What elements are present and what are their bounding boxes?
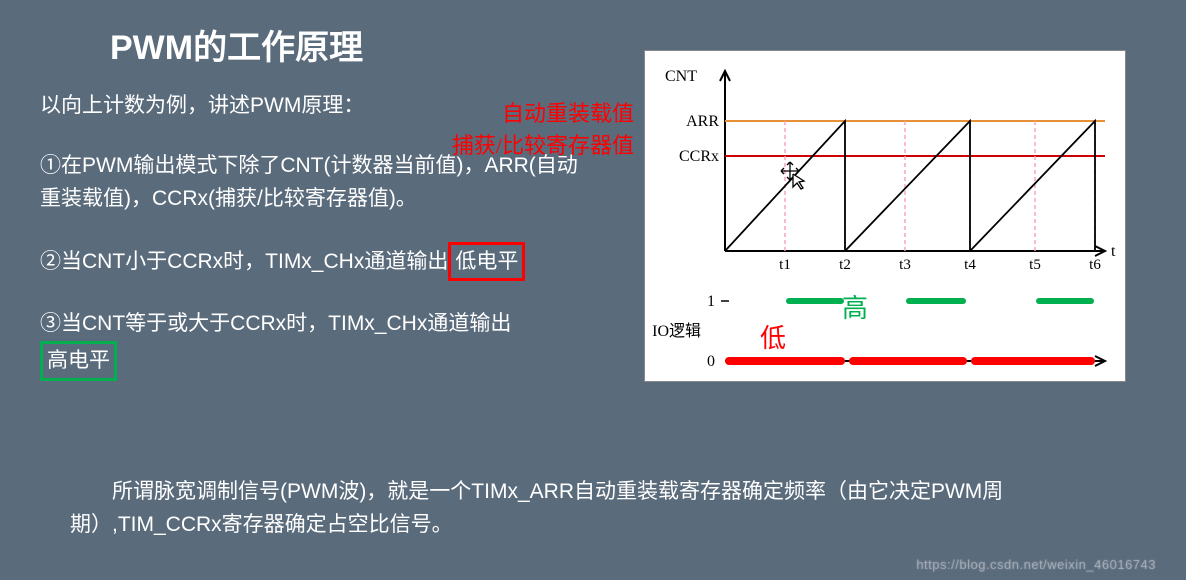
svg-text:t4: t4 [964, 257, 976, 273]
arr-annotation: 自动重装载值 [502, 96, 634, 128]
point-3: ③当CNT等于或大于CCRx时，TIMx_CHx通道输出 高电平 [40, 307, 580, 380]
svg-text:ARR: ARR [686, 113, 719, 130]
low-level-box: 低电平 [448, 242, 525, 282]
intro-line: 以向上计数为例，讲述PWM原理： [40, 89, 580, 123]
high-annotation: 高 [842, 288, 868, 325]
footer-paragraph: 所谓脉宽调制信号(PWM波)，就是一个TIMx_ARR自动重装载寄存器确定频率（… [70, 475, 1116, 542]
point-2: ②当CNT小于CCRx时，TIMx_CHx通道输出低电平 [40, 242, 580, 282]
svg-text:CNT: CNT [665, 68, 697, 85]
pwm-diagram-svg: CNT ARR CCRx t t1 t2 t3 t4 t5 t6 1 0 IO逻辑 [645, 51, 1125, 381]
slide: PWM的工作原理 以向上计数为例，讲述PWM原理： ①在PWM输出模式下除了CN… [0, 0, 1186, 580]
svg-text:CCRx: CCRx [679, 148, 719, 165]
svg-text:t: t [1111, 243, 1116, 260]
watermark: https://blog.csdn.net/weixin_46016743 [916, 557, 1156, 572]
svg-text:t3: t3 [899, 257, 911, 273]
svg-text:0: 0 [707, 353, 715, 370]
high-level-box: 高电平 [40, 341, 117, 381]
point-2-text: ②当CNT小于CCRx时，TIMx_CHx通道输出 [40, 250, 448, 273]
svg-text:t6: t6 [1089, 257, 1101, 273]
svg-text:1: 1 [707, 293, 715, 310]
point-3-text: ③当CNT等于或大于CCRx时，TIMx_CHx通道输出 [40, 312, 511, 335]
svg-text:t2: t2 [839, 257, 851, 273]
svg-text:t1: t1 [779, 257, 791, 273]
svg-text:t5: t5 [1029, 257, 1041, 273]
ccrx-annotation: 捕获/比较寄存器值 [452, 128, 634, 160]
pwm-diagram: CNT ARR CCRx t t1 t2 t3 t4 t5 t6 1 0 IO逻辑 [644, 50, 1126, 382]
low-annotation: 低 [760, 318, 786, 355]
svg-text:IO逻辑: IO逻辑 [652, 322, 701, 340]
